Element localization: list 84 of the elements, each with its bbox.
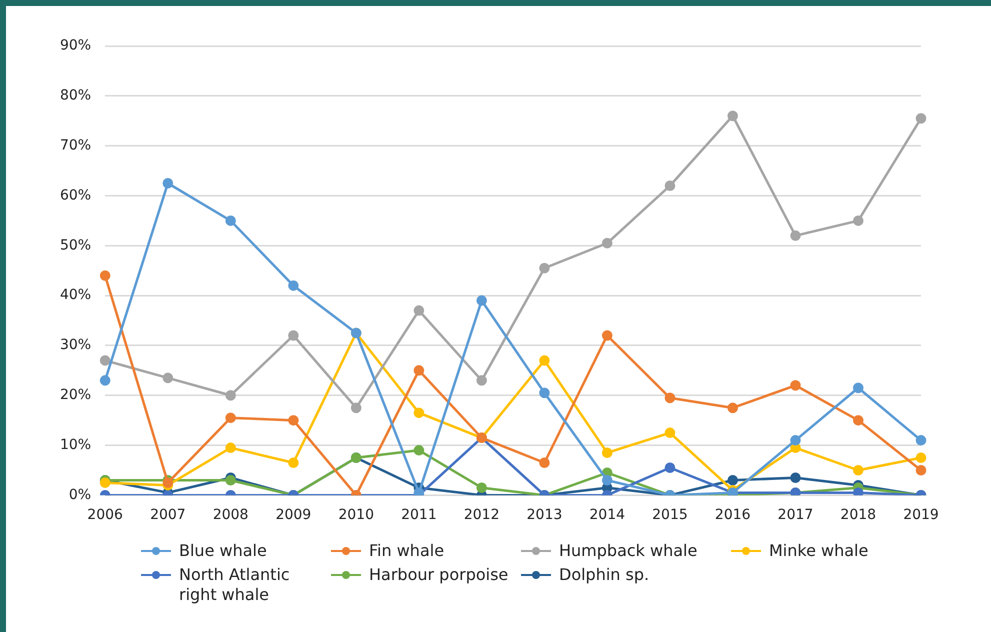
point: [602, 448, 612, 458]
point: [476, 295, 487, 306]
point: [539, 458, 550, 468]
y-tick-label: 90%: [60, 38, 92, 54]
point: [225, 474, 236, 486]
point: [916, 113, 926, 124]
point: [852, 415, 864, 426]
point: [602, 474, 612, 486]
point: [790, 230, 801, 241]
x-tick-label: 2013: [526, 507, 562, 524]
legend-label: Dolphin sp.: [559, 565, 650, 585]
legend-label: Harbour porpoise: [369, 565, 508, 585]
point: [414, 305, 424, 316]
point: [916, 464, 926, 476]
point: [602, 238, 612, 248]
point: [727, 402, 738, 414]
y-tick-label: 50%: [60, 237, 92, 254]
point: [790, 472, 801, 483]
point: [727, 474, 738, 486]
point: [350, 402, 362, 414]
x-tick-label: 2011: [401, 507, 437, 524]
point: [100, 355, 110, 366]
point: [225, 215, 236, 226]
x-tick-label: 2008: [212, 507, 248, 524]
y-tick-label: 0%: [68, 486, 92, 503]
y-tick-label: 10%: [60, 436, 92, 453]
point: [916, 452, 926, 464]
x-tick-label: 2012: [464, 507, 500, 524]
point: [288, 330, 299, 341]
x-tick-label: 2006: [87, 507, 124, 524]
y-tick-label: 20%: [60, 387, 92, 404]
point: [790, 435, 801, 446]
point: [100, 270, 110, 281]
point: [727, 110, 738, 122]
point: [539, 355, 550, 366]
point: [162, 477, 174, 488]
y-tick-label: 30%: [60, 337, 92, 354]
legend-label: Fin whale: [369, 541, 444, 561]
legend-label: Minke whale: [769, 541, 868, 561]
point: [162, 372, 174, 384]
point: [225, 412, 236, 424]
point: [100, 477, 110, 488]
x-tick-label: 2009: [276, 507, 312, 524]
point: [288, 415, 299, 426]
point: [288, 458, 299, 468]
point: [539, 388, 550, 398]
point: [225, 442, 236, 454]
point: [414, 487, 424, 496]
legend-label: North Atlantic right whale: [179, 565, 291, 605]
point: [602, 330, 612, 341]
point: [100, 375, 110, 386]
point: [852, 382, 864, 394]
x-tick-label: 2019: [903, 507, 939, 524]
point: [539, 262, 550, 274]
point: [162, 178, 174, 189]
point: [414, 365, 424, 376]
y-tick-label: 70%: [60, 137, 92, 154]
point: [476, 375, 487, 386]
legend-label: Humpback whale: [559, 541, 698, 561]
point: [664, 392, 676, 404]
point: [664, 462, 676, 473]
point: [225, 390, 236, 401]
y-tick-label: 80%: [60, 88, 92, 104]
point: [664, 180, 676, 191]
x-tick-label: 2014: [589, 507, 626, 524]
point: [916, 435, 926, 446]
x-tick-label: 2010: [338, 507, 374, 524]
point: [414, 445, 424, 456]
x-tick-label: 2018: [840, 507, 876, 524]
x-tick-label: 2017: [778, 507, 814, 524]
x-tick-label: 2007: [150, 507, 186, 524]
x-tick-label: 2015: [652, 507, 688, 524]
point: [476, 482, 487, 493]
y-tick-label: 60%: [60, 187, 92, 204]
point: [852, 464, 864, 476]
legend-label: Blue whale: [179, 541, 267, 561]
point: [664, 428, 676, 438]
point: [414, 408, 424, 418]
point: [852, 215, 864, 226]
y-tick-label: 40%: [60, 287, 92, 304]
x-tick-label: 2016: [714, 507, 751, 524]
point: [288, 280, 299, 291]
point: [790, 380, 801, 391]
point: [852, 487, 864, 496]
